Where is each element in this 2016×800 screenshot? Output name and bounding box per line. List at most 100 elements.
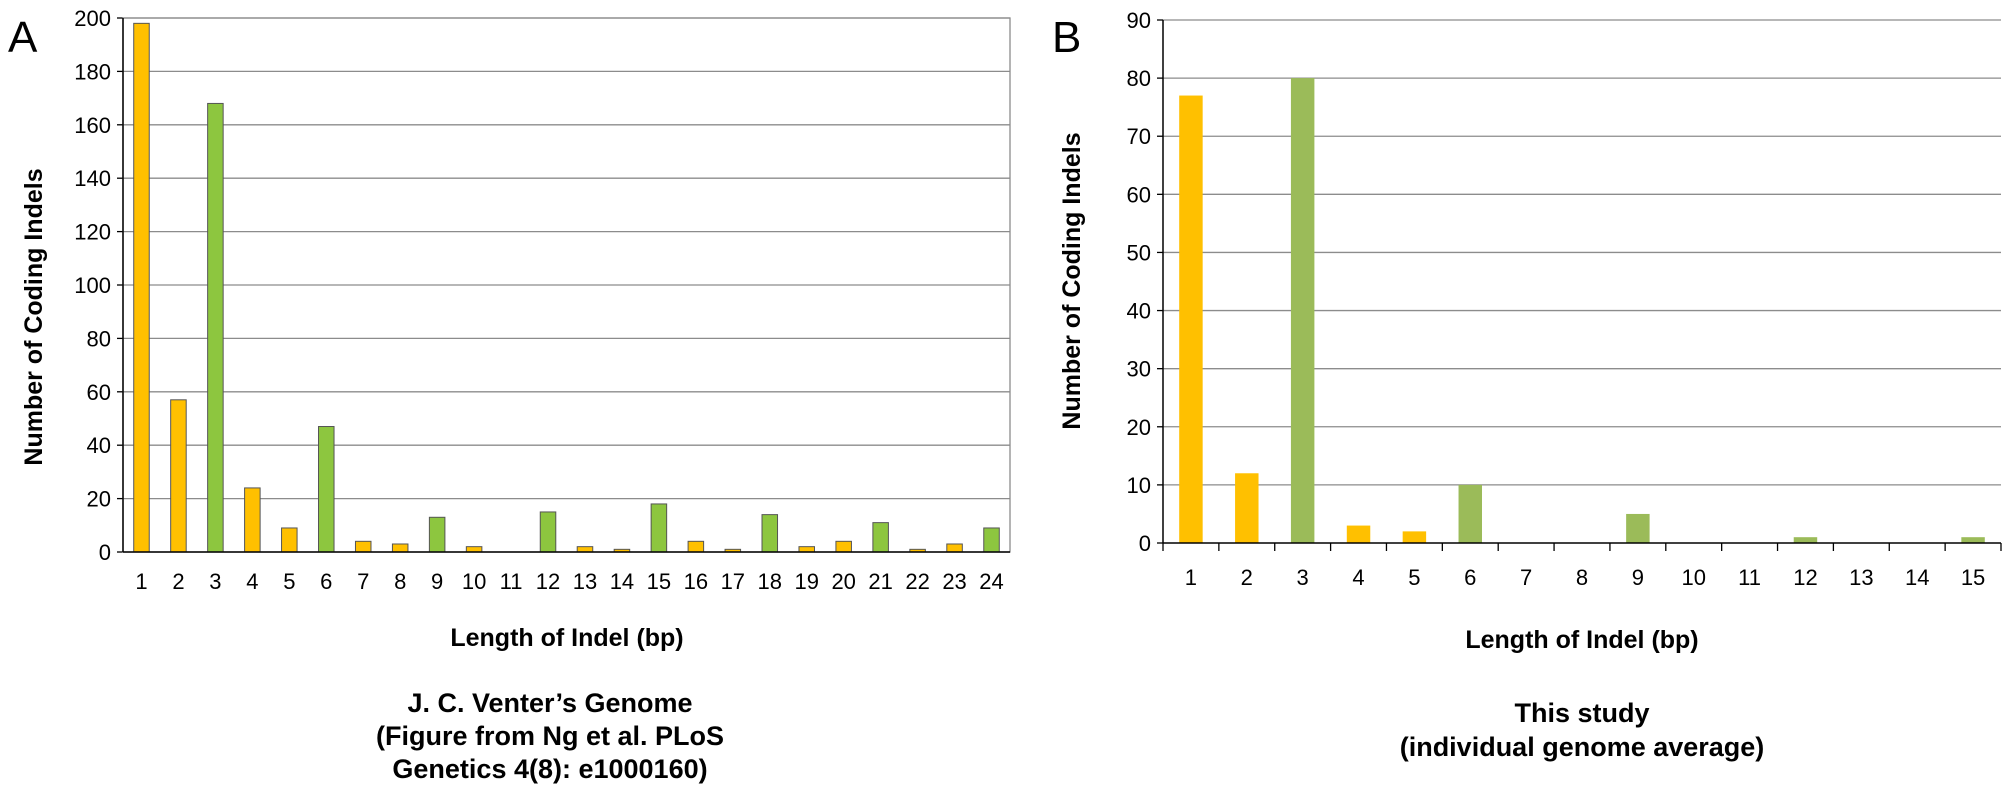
x-tick-label: 19: [794, 569, 818, 594]
panel-b-y-axis-title: Number of Coding Indels: [1058, 132, 1086, 429]
panel-a-caption-line-1: J. C. Venter’s Genome: [407, 688, 692, 718]
x-tick-label: 12: [1793, 565, 1817, 590]
x-tick-label: 11: [500, 569, 523, 594]
x-tick-label: 2: [1241, 565, 1253, 590]
bar-length-8: [391, 543, 409, 553]
bar-length-9: [1626, 513, 1650, 543]
x-tick-label: 1: [1185, 565, 1197, 590]
y-tick-label: 20: [87, 487, 111, 512]
panel-b-x-axis-title: Length of Indel (bp): [1465, 626, 1698, 654]
x-tick-label: 20: [831, 569, 855, 594]
bar-length-18: [761, 514, 779, 553]
panel-a-bars: [133, 22, 1000, 553]
panel-b-caption-line-1: This study: [1514, 698, 1649, 728]
bar-length-24: [983, 527, 1000, 553]
panel-b-bars: [1179, 78, 1985, 544]
x-tick-label: 24: [979, 569, 1003, 594]
panel-b-gridlines: [1163, 19, 2001, 486]
bar-length-9: [428, 516, 446, 553]
x-tick-label: 1: [135, 569, 147, 594]
y-tick-label: 200: [74, 6, 111, 31]
bar-length-15: [650, 503, 668, 553]
y-tick-label: 140: [74, 166, 111, 191]
bar-length-5: [1402, 531, 1427, 543]
panel-a-y-tick-labels: 0 20 40 60 80 100 120 140 160 180 200: [74, 6, 111, 565]
panel-b-caption: This study (individual genome average): [1400, 698, 1765, 762]
x-tick-label: 14: [610, 569, 634, 594]
bar-length-1: [1179, 95, 1203, 544]
y-tick-label: 100: [74, 273, 111, 298]
y-tick-label: 50: [1127, 240, 1151, 265]
x-tick-label: 13: [573, 569, 597, 594]
bar-length-10: [465, 546, 483, 553]
panel-b-axes: [1157, 19, 2002, 551]
y-tick-label: 80: [87, 326, 111, 351]
x-tick-label: 16: [684, 569, 708, 594]
x-tick-label: 9: [1632, 565, 1644, 590]
y-tick-label: 90: [1127, 8, 1151, 33]
bar-length-7: [354, 540, 372, 553]
panel-b-y-tick-labels: 0 10 20 30 40 50 60 70 80 90: [1127, 8, 1151, 556]
panel-a-x-axis-title: Length of Indel (bp): [450, 624, 683, 652]
x-tick-label: 3: [1297, 565, 1309, 590]
bar-length-12: [1793, 537, 1818, 543]
x-tick-label: 12: [536, 569, 560, 594]
y-tick-label: 120: [74, 220, 111, 245]
panel-a-caption-line-2: (Figure from Ng et al. PLoS: [376, 721, 724, 751]
bar-length-6: [318, 426, 335, 553]
y-tick-label: 10: [1127, 473, 1151, 498]
panel-a-y-axis-title: Number of Coding Indels: [20, 168, 48, 465]
y-tick-label: 70: [1127, 124, 1151, 149]
x-tick-label: 17: [721, 569, 745, 594]
x-tick-label: 2: [172, 569, 184, 594]
bar-length-4: [244, 487, 261, 553]
bar-length-3: [1290, 78, 1315, 543]
x-tick-label: 21: [868, 569, 892, 594]
x-tick-label: 9: [431, 569, 443, 594]
x-tick-label: 23: [942, 569, 966, 594]
panel-b-x-tick-labels: 1 2 3 4 5 6 7 8 9 10 11 12 13 14 15: [1185, 565, 1986, 590]
bar-length-21: [872, 522, 889, 553]
panel-b-letter: B: [1052, 13, 1081, 62]
panel-a-letter: A: [8, 13, 38, 62]
bar-length-19: [798, 546, 815, 553]
x-tick-label: 18: [758, 569, 782, 594]
bar-length-2: [170, 399, 187, 553]
panel-a-caption: J. C. Venter’s Genome (Figure from Ng et…: [376, 688, 724, 784]
bar-length-23: [946, 543, 963, 553]
bar-length-16: [687, 540, 705, 553]
y-tick-label: 40: [1127, 299, 1151, 324]
x-tick-label: 15: [1961, 565, 1985, 590]
y-tick-label: 60: [1127, 182, 1151, 207]
y-tick-label: 60: [87, 380, 111, 405]
bar-length-6: [1458, 484, 1482, 543]
y-tick-label: 20: [1127, 415, 1151, 440]
x-tick-label: 3: [209, 569, 221, 594]
bar-length-1: [133, 22, 150, 553]
x-tick-label: 11: [1738, 565, 1761, 590]
x-tick-label: 10: [1681, 565, 1705, 590]
bar-length-5: [281, 527, 298, 553]
x-tick-label: 7: [1520, 565, 1532, 590]
x-tick-label: 5: [1408, 565, 1420, 590]
x-tick-label: 5: [283, 569, 295, 594]
bar-length-15: [1961, 537, 1985, 543]
y-tick-label: 80: [1127, 66, 1151, 91]
x-tick-label: 8: [1576, 565, 1588, 590]
x-tick-label: 6: [1464, 565, 1476, 590]
x-tick-label: 4: [246, 569, 258, 594]
y-tick-label: 0: [99, 540, 111, 565]
bar-length-2: [1235, 473, 1259, 543]
bar-length-12: [539, 511, 557, 553]
panel-a-caption-line-3: Genetics 4(8): e1000160): [392, 754, 707, 784]
bar-length-3: [207, 102, 224, 553]
y-tick-label: 180: [74, 59, 111, 84]
x-tick-label: 10: [462, 569, 486, 594]
panel-a-x-tick-labels: 1 2 3 4 5 6 7 8 9 10 11 12 13 14 15 16 17 18 19 20 21 22 23 24: [135, 569, 1003, 594]
x-tick-label: 4: [1352, 565, 1364, 590]
y-tick-label: 0: [1139, 531, 1151, 556]
y-tick-label: 30: [1127, 357, 1151, 382]
